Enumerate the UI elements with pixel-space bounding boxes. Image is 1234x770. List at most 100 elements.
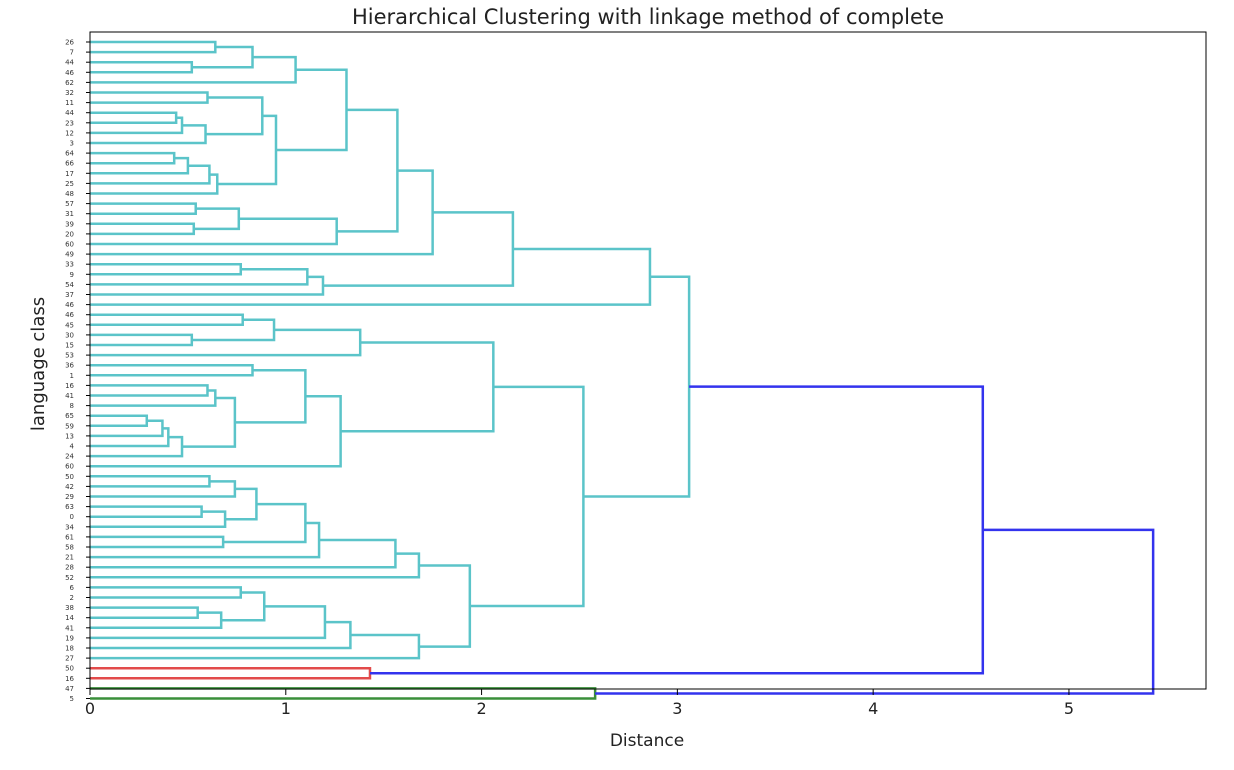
leaf-label: 18 [65,645,74,653]
leaf-label: 21 [65,554,74,562]
leaf-label: 42 [65,483,74,491]
dendrogram-link-18 [90,217,338,246]
leaf-label: 37 [65,291,74,299]
dendrogram-link-47 [223,502,307,544]
dendrogram-link-55 [90,605,327,640]
dendrogram-link-27 [90,333,194,347]
leaf-label: 9 [70,271,74,279]
leaf-label: 6 [70,584,75,592]
dendrogram-link-12 [90,173,219,195]
leaf-label: 48 [65,190,74,198]
leaf-label: 25 [65,180,74,188]
dendrogram-link-61 [90,666,372,680]
leaf-label: 32 [65,89,74,97]
dendrogram-link-58 [418,564,472,648]
dendrogram-link-16 [90,222,196,236]
dendrogram-link-24 [322,211,515,287]
x-axis-ticks: 0 1 2 3 4 5 [85,689,1074,718]
x-tick-label: 3 [672,699,682,718]
leaf-label: 47 [65,685,74,693]
chart-title: Hierarchical Clustering with linkage met… [352,5,944,29]
dendrogram-link-42 [90,480,237,498]
dendrogram-link-57 [90,633,421,660]
dendrogram-link-11 [90,164,211,185]
leaf-label: 11 [65,99,74,107]
leaf-label: 60 [65,241,74,249]
dendrogram-link-36 [182,396,237,448]
dendrogram-link-40 [340,341,495,433]
leaf-label: 30 [65,331,74,339]
dendrogram-link-17 [193,207,241,231]
dendrogram-link-22 [90,268,309,286]
leaf-label: 14 [65,614,74,622]
leaf-label: 46 [65,69,74,77]
dendrogram-link-21 [90,262,243,276]
dendrogram-link-30 [90,384,209,397]
leaf-label: 31 [65,210,74,218]
leaf-label: 61 [65,533,74,541]
dendrogram-link-2 [191,45,254,69]
dendrogram-link-64 [595,528,1155,695]
leaf-label: 3 [70,140,74,148]
leaf-label: 46 [65,301,74,309]
leaf-label: 8 [70,402,74,410]
x-axis-label: Distance [610,731,684,751]
dendrogram-link-28 [191,318,276,342]
leaf-label: 16 [65,675,74,683]
dendrogram-link-44 [90,510,227,529]
leaf-label: 60 [65,463,74,471]
leaf-label: 29 [65,493,74,501]
leaf-label: 39 [65,220,74,228]
leaf-label: 49 [65,251,74,259]
leaf-label: 57 [65,200,74,208]
dendrogram-link-14 [276,68,348,152]
leaf-label: 52 [65,574,74,582]
x-tick-label: 0 [85,699,95,718]
leaf-label: 46 [65,311,74,319]
dendrogram-link-34 [90,427,170,448]
x-tick-label: 2 [476,699,486,718]
leaf-label: 33 [65,261,74,269]
x-tick-label: 4 [868,699,878,718]
leaf-label: 63 [65,503,74,511]
dendrogram-link-37 [90,363,254,377]
dendrogram-link-60 [583,275,691,498]
leaf-label: 17 [65,170,74,178]
leaf-label: 5 [70,695,74,703]
leaf-label: 0 [70,513,74,521]
leaf-label: 19 [65,634,74,642]
dendrogram-link-19 [336,108,399,233]
leaf-label: 28 [65,564,74,572]
leaf-label: 66 [65,160,74,168]
x-tick-label: 1 [281,699,291,718]
leaf-label: 34 [65,523,74,531]
leaf-label: 50 [65,473,74,481]
dendrogram-link-35 [90,435,184,458]
leaf-label: 38 [65,604,74,612]
leaf-labels: 2674446623211442312364661725485731392060… [65,39,90,703]
leaf-label: 27 [65,655,74,663]
dendrogram-link-9 [90,151,176,165]
leaf-label: 50 [65,665,74,673]
leaf-label: 44 [65,59,74,67]
dendrogram-link-7 [90,91,209,104]
leaf-label: 20 [65,230,74,238]
dendrogram-link-0 [90,40,217,54]
dendrogram-link-8 [205,96,264,136]
dendrogram-link-13 [217,114,278,186]
plot-frame [89,31,1207,690]
dendrogram-links [90,40,1155,700]
dendrogram-link-25 [90,247,652,306]
leaf-label: 62 [65,79,74,87]
y-axis-label: language class [28,297,49,431]
dendrogram-link-59 [469,385,585,608]
leaf-label: 26 [65,39,74,47]
dendrogram-link-48 [90,521,321,559]
dendrogram-link-23 [90,275,325,296]
leaf-label: 45 [65,321,74,329]
leaf-label: 64 [65,150,74,158]
x-tick-label: 5 [1064,699,1074,718]
dendrogram-link-6 [90,124,207,145]
leaf-label: 12 [65,129,74,137]
